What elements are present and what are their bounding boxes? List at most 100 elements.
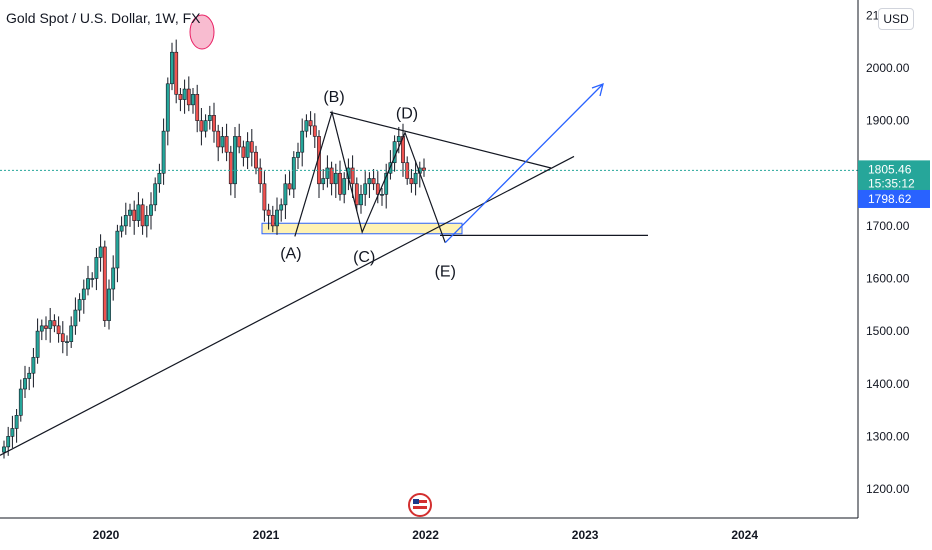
candle-body (325, 167, 330, 179)
wave-label: (E) (435, 264, 456, 281)
candle-body (375, 183, 380, 195)
candle-body (254, 151, 258, 169)
candle-body (35, 330, 40, 358)
candle-body (279, 204, 284, 211)
flag-canton (413, 499, 419, 504)
y-tick-label: 1300.00 (866, 429, 910, 443)
wave-label: (B) (323, 89, 344, 106)
candle-body (216, 130, 221, 148)
candle-body (304, 120, 309, 132)
candle-body (338, 172, 342, 195)
price-axis-bg (858, 0, 932, 550)
y-tick-label: 2000.00 (866, 61, 910, 75)
candle-body (220, 136, 225, 148)
candle-body (354, 183, 359, 206)
candle-body (86, 278, 90, 290)
candle-body (291, 157, 296, 190)
projection-arrowhead (591, 82, 604, 97)
candle-body (413, 172, 418, 185)
y-tick-label: 1700.00 (866, 219, 910, 233)
candle-body (233, 136, 237, 185)
candle-body (195, 94, 200, 121)
candle-body (266, 209, 271, 216)
candle-body (69, 325, 74, 342)
peak-marker (189, 14, 215, 50)
wave-path (294, 109, 446, 243)
candle-body (178, 94, 183, 100)
last-price-value: 1805.46 (868, 162, 912, 176)
ascending-trendline (0, 155, 575, 456)
candle-body (174, 51, 179, 95)
candle-body (115, 230, 120, 269)
wave-label: (A) (280, 245, 301, 262)
y-tick-label: 1600.00 (866, 272, 910, 286)
candle-body (371, 178, 376, 185)
candle-body (367, 178, 372, 185)
candle-body (60, 333, 65, 342)
flag-stripe (413, 506, 427, 509)
us-flag-icon (408, 493, 432, 517)
chart-title: Gold Spot / U.S. Dollar, 1W, FX (6, 10, 201, 26)
candle-body (384, 172, 389, 195)
candle-body (363, 183, 368, 195)
candle-body (287, 183, 292, 190)
x-tick-label: 2024 (731, 528, 758, 542)
currency-button[interactable]: USD (878, 8, 914, 30)
candle-body (56, 325, 61, 335)
candle-body (409, 178, 414, 185)
candle-body (321, 178, 326, 185)
flag-stripe (413, 500, 427, 503)
candle-body (203, 120, 208, 132)
candle-body (191, 94, 195, 106)
candle-body (350, 167, 355, 185)
candle-body (48, 320, 53, 329)
candle-body (312, 125, 317, 137)
y-tick-label: 1200.00 (866, 482, 910, 496)
candle-body (52, 320, 57, 327)
candle-body (140, 204, 145, 227)
candle-body (31, 357, 36, 374)
candle-body (296, 151, 300, 158)
projection-arrow (444, 83, 604, 244)
candle-body (275, 209, 279, 227)
second-price-value: 1798.62 (868, 192, 912, 206)
candle-body (10, 428, 15, 437)
candle-body (111, 267, 116, 290)
candle-body (94, 257, 99, 279)
y-tick-label: 1500.00 (866, 324, 910, 338)
candle-body (207, 115, 212, 121)
candle-body (77, 299, 82, 311)
candle-body (128, 209, 132, 216)
candle-body (90, 278, 95, 280)
candle-body (241, 146, 246, 158)
candle-body (65, 341, 69, 343)
candle-body (245, 141, 250, 158)
y-tick-label: 1400.00 (866, 377, 910, 391)
candle-body (333, 172, 338, 185)
candle-body (6, 436, 11, 448)
candle-body (132, 209, 137, 221)
countdown-value: 15:35:12 (868, 176, 915, 190)
last-price-tag (858, 160, 930, 192)
candle-body (165, 83, 170, 132)
candle-body (149, 204, 153, 216)
candle-body (170, 51, 174, 85)
candle-body (73, 309, 78, 327)
candle-body (308, 120, 313, 127)
candle-body (14, 415, 19, 429)
candle-body (157, 172, 162, 185)
candle-body (144, 215, 149, 227)
candle-body (186, 88, 191, 106)
time-axis-bg (0, 518, 932, 550)
candle-body (329, 167, 334, 185)
wave-label: (D) (396, 106, 418, 123)
x-tick-label: 2023 (572, 528, 599, 542)
x-tick-label: 2021 (253, 528, 280, 542)
flag-circle (408, 493, 432, 517)
candle-body (182, 88, 187, 100)
candle-body (380, 194, 384, 196)
drawing-overlays: (A) (B) (C) (D) (E) (0, 14, 858, 517)
second-price-tag (858, 189, 930, 208)
